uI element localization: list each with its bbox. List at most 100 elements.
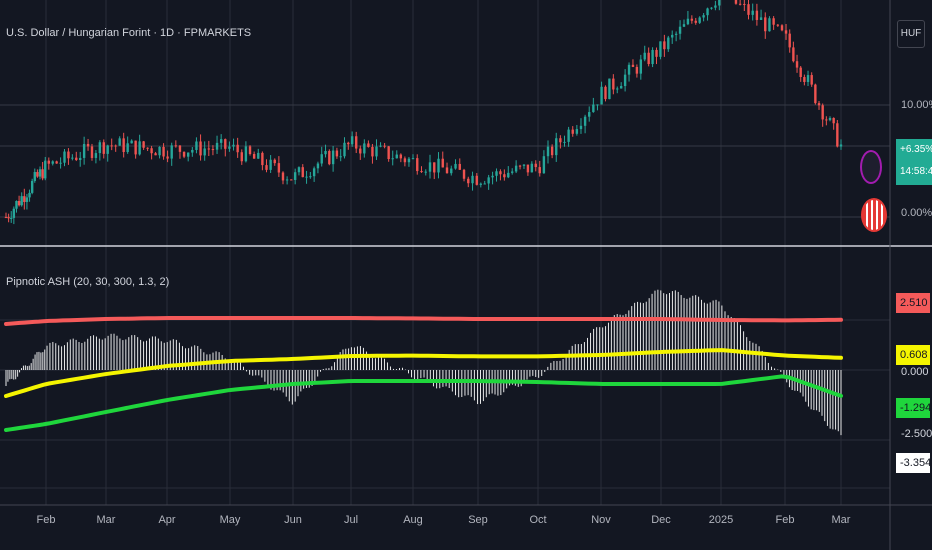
candle-body (281, 172, 285, 181)
candle-body (799, 67, 802, 78)
minus-2500-tick: -2.500 (901, 428, 932, 440)
candle-body (20, 196, 23, 206)
zero-tick: 0.000 (901, 366, 929, 378)
candle-body (588, 112, 591, 117)
candle-body (772, 18, 775, 25)
candle-body (471, 175, 474, 184)
candle-body (379, 145, 382, 147)
candle-body (28, 192, 31, 198)
candle-body (411, 158, 415, 160)
x-tick-label: Nov (591, 514, 611, 526)
candle-body (320, 154, 323, 164)
candle-body (706, 8, 709, 16)
candle-body (41, 169, 44, 179)
candle-body (433, 162, 436, 173)
candle-body (146, 147, 149, 149)
candle-body (375, 146, 378, 157)
candle-body (182, 151, 186, 157)
candle-body (240, 152, 243, 162)
candle-body (507, 172, 510, 178)
candle-body (195, 141, 198, 150)
candle-body (339, 156, 342, 158)
candle-body (788, 33, 791, 48)
candle-body (207, 148, 211, 150)
candle-body (25, 197, 29, 202)
candle-body (335, 150, 339, 157)
candle-body (491, 175, 494, 178)
candle-body (776, 24, 780, 26)
candle-body (747, 4, 750, 15)
candle-body (710, 7, 713, 9)
candle-body (328, 150, 331, 165)
candle-body (647, 52, 650, 65)
candle-body (462, 169, 466, 179)
candle-body (228, 146, 231, 149)
candle-body (483, 183, 486, 185)
candle-body (51, 161, 54, 164)
candle-body (526, 164, 530, 173)
candle-body (686, 18, 690, 25)
candle-body (90, 146, 94, 158)
candle-body (248, 146, 252, 154)
candle-body (734, 0, 738, 4)
candle-body (134, 140, 137, 155)
candle-body (44, 160, 47, 179)
lower-band-label: -1.294 (896, 398, 931, 418)
candle-body (158, 146, 161, 156)
candle-body (511, 171, 514, 173)
candle-body (387, 146, 390, 159)
candle-body (674, 33, 678, 35)
x-tick-label: Jun (284, 514, 302, 526)
candle-body (331, 150, 335, 165)
candle-body (467, 178, 470, 184)
candle-body (130, 140, 133, 144)
candle-body (592, 104, 595, 113)
candle-body (563, 141, 566, 143)
candle-body (94, 153, 98, 158)
candle-body (236, 144, 239, 153)
candle-body (367, 143, 370, 147)
candle-body (559, 138, 562, 143)
x-tick-label: Mar (831, 514, 851, 526)
candle-body (571, 129, 574, 134)
candle-body (55, 161, 58, 164)
candle-body (102, 142, 105, 154)
candle-body (199, 141, 202, 156)
candle-body (232, 144, 235, 147)
candle-body (420, 171, 423, 173)
candle-body (154, 153, 157, 156)
candle-body (305, 176, 308, 178)
candle-body (118, 138, 121, 146)
candle-body (690, 18, 694, 21)
candle-body (458, 163, 461, 170)
currency-button[interactable]: HUF (897, 20, 925, 48)
candle-body (608, 78, 611, 100)
candle-body (244, 146, 248, 162)
candle-body (191, 149, 194, 153)
candle-body (738, 3, 742, 5)
candle-body (211, 149, 215, 151)
candle-body (780, 25, 784, 31)
candle-body (17, 200, 21, 206)
candle-body (784, 30, 788, 34)
candle-body (309, 176, 312, 178)
candle-body (316, 163, 320, 169)
candle-body (643, 52, 646, 60)
candle-body (312, 168, 316, 177)
candle-body (817, 103, 821, 106)
candle-body (651, 49, 654, 65)
candle-body (82, 143, 86, 158)
lower-band-line (4, 374, 843, 432)
candle-body (290, 179, 293, 181)
last-change-value: +6.35% (900, 144, 932, 155)
alert-icon[interactable] (860, 150, 882, 184)
us-flag-icon (861, 198, 887, 232)
mid-band-label: 0.608 (896, 345, 930, 365)
candle-body (63, 151, 66, 163)
candle-body (619, 86, 623, 89)
candle-body (759, 17, 763, 20)
candle-body (825, 119, 828, 121)
candle-body (277, 163, 281, 173)
candle-body (162, 146, 165, 157)
